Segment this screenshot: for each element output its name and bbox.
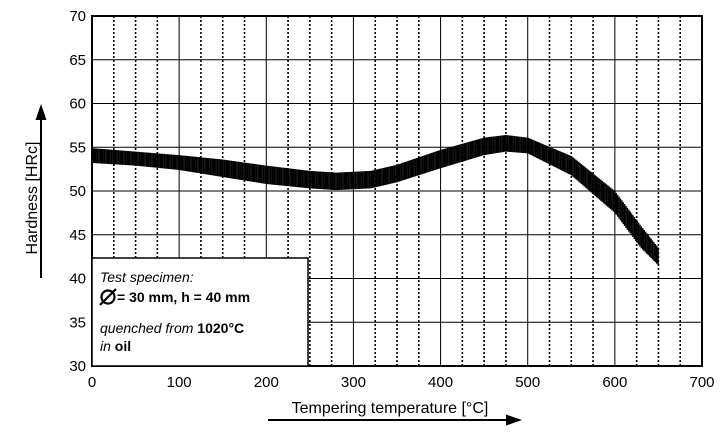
y-tick-label: 45	[69, 227, 86, 244]
note-line-3-temperature: 1020°C	[197, 320, 244, 336]
x-axis-title: Tempering temperature [°C]	[292, 400, 489, 417]
y-axis-arrow-icon	[35, 104, 47, 278]
x-tick-label: 200	[254, 374, 279, 391]
plot-frame	[91, 15, 703, 367]
hardness-band	[91, 135, 659, 266]
y-tick-label: 60	[69, 96, 86, 113]
y-tick-label: 55	[69, 139, 86, 156]
x-tick-label: 600	[602, 374, 627, 391]
x-tick-label: 100	[167, 374, 192, 391]
x-tick-label: 500	[515, 374, 540, 391]
note-line-3-text: quenched from	[100, 320, 197, 336]
note-line-4: in oil	[100, 338, 131, 354]
y-axis-title: Hardness [HRc]	[24, 142, 41, 255]
note-line-4-medium: oil	[115, 338, 131, 354]
x-tick-label: 300	[341, 374, 366, 391]
note-line-1: Test specimen:	[100, 269, 194, 285]
note-line-3: quenched from 1020°C	[100, 320, 244, 336]
note-line-2: = 30 mm, h = 40 mm	[117, 289, 250, 305]
x-tick-label: 400	[428, 374, 453, 391]
x-tick-labels: 0 100 200 300 400 500 600 700	[88, 374, 715, 391]
y-tick-label: 65	[69, 52, 86, 69]
y-tick-labels: 30 35 40 45 50 55 60 65 70	[69, 8, 86, 375]
note-box	[91, 257, 309, 367]
x-axis-arrow-icon	[268, 414, 522, 426]
specimen-note: Test specimen: = 30 mm, h = 40 mm quench…	[91, 257, 309, 367]
y-tick-label: 40	[69, 271, 86, 288]
diameter-icon	[99, 288, 117, 306]
y-tick-label: 50	[69, 183, 86, 200]
y-tick-label: 35	[69, 314, 86, 331]
y-tick-label: 70	[69, 8, 86, 25]
x-tick-label: 700	[689, 374, 714, 391]
note-line-4-text: in	[100, 338, 115, 354]
y-tick-label: 30	[69, 358, 86, 375]
x-tick-label: 0	[88, 374, 96, 391]
